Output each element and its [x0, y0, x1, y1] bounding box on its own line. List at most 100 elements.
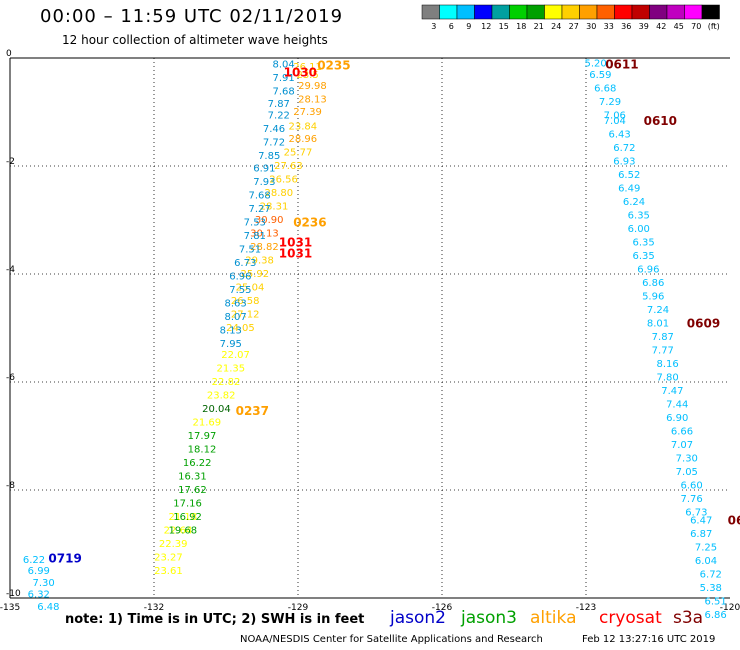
swh-point: 28.96 [288, 134, 317, 145]
x-tick-label: -132 [144, 603, 164, 613]
swh-point: 6.86 [642, 278, 664, 289]
swh-point: 29.98 [298, 81, 327, 92]
swh-point: 21.69 [192, 417, 221, 428]
swh-point: 6.52 [618, 170, 640, 181]
pass-time-label: 1031 [279, 236, 312, 250]
swh-point: 7.30 [676, 454, 698, 465]
swh-point: 6.49 [618, 184, 640, 195]
swh-point: 22.64 [164, 525, 193, 536]
colorbar-swatch [614, 4, 633, 20]
swh-point: 22.07 [221, 350, 250, 361]
colorbar-label: 33 [604, 22, 614, 31]
swh-point: 28.82 [250, 242, 279, 253]
swh-point: 6.72 [700, 570, 722, 581]
swh-point: 25.92 [240, 269, 269, 280]
y-tick-label: -4 [6, 265, 15, 275]
swh-point: 7.81 [244, 231, 266, 242]
timestamp-text: Feb 12 13:27:16 UTC 2019 [582, 634, 716, 645]
swh-point: 6.35 [632, 238, 654, 249]
colorbar-label: 36 [621, 22, 631, 31]
colorbar-swatch [544, 4, 563, 20]
swh-point: 5.38 [700, 583, 722, 594]
swh-point: 7.77 [652, 346, 674, 357]
note-text: note: 1) Time is in UTC; 2) SWH is in fe… [65, 612, 365, 627]
pass-time-label: 1030 [284, 66, 317, 80]
legend-s3a: s3a [673, 608, 704, 628]
swh-point: 6.91 [253, 164, 275, 175]
credit-text: NOAA/NESDIS Center for Satellite Applica… [240, 634, 543, 645]
colorbar-label: 12 [481, 22, 491, 31]
swh-point: 23.61 [154, 566, 183, 577]
swh-point: 30.90 [255, 215, 284, 226]
legend-jason2: jason2 [390, 608, 446, 628]
swh-point: 16.22 [183, 458, 212, 469]
colorbar-swatch [439, 4, 458, 20]
swh-point: 6.60 [680, 481, 702, 492]
swh-point: 6.73 [234, 258, 256, 269]
colorbar-swatch [474, 4, 493, 20]
colorbar-swatch [631, 4, 650, 20]
swh-point: 20.04 [202, 404, 231, 415]
swh-point: 6.59 [589, 70, 611, 81]
x-tick-label: -120 [720, 603, 740, 613]
swh-point: 8.07 [224, 312, 246, 323]
swh-point: 7.85 [258, 151, 280, 162]
swh-point: 5.96 [642, 292, 664, 303]
swh-point: 6.90 [666, 413, 688, 424]
legend-cryosat: cryosat [599, 608, 662, 628]
colorbar-label: 21 [534, 22, 544, 31]
swh-point: 16.31 [178, 471, 207, 482]
swh-point: 26.11 [293, 62, 322, 73]
swh-point: 17.97 [188, 431, 217, 442]
swh-point: 22.39 [159, 539, 188, 550]
swh-point: 7.22 [268, 111, 290, 122]
swh-point: 6.96 [229, 272, 251, 283]
swh-point: 8.13 [220, 326, 242, 337]
swh-point: 7.29 [599, 97, 621, 108]
swh-point: 7.93 [253, 177, 275, 188]
swh-point: 7.80 [656, 373, 678, 384]
colorbar-swatch [491, 4, 510, 20]
swh-point: 6.47 [690, 516, 712, 527]
swh-point: 24.05 [226, 323, 255, 334]
swh-point: 17.62 [178, 485, 207, 496]
swh-point: 7.72 [263, 138, 285, 149]
page-title: 00:00 – 11:59 UTC 02/11/2019 [40, 6, 344, 27]
swh-point: 28.80 [264, 188, 293, 199]
legend-jason3: jason3 [461, 608, 517, 628]
swh-point: 6.48 [37, 602, 59, 613]
pass-time-label: 0719 [48, 552, 81, 566]
swh-point: 25.04 [236, 282, 265, 293]
swh-point: 5.20 [584, 58, 606, 69]
swh-point: 7.06 [604, 111, 626, 122]
swh-point: 7.53 [244, 218, 266, 229]
y-tick-label: -2 [6, 157, 15, 167]
colorbar-swatch [509, 4, 528, 20]
swh-point: 7.91 [272, 73, 294, 84]
swh-point: 27.63 [274, 161, 303, 172]
swh-point: 6.99 [28, 566, 50, 577]
swh-point: 8.04 [272, 59, 294, 70]
swh-point: 7.68 [272, 86, 294, 97]
swh-point: 22.82 [212, 377, 241, 388]
colorbar-label: 45 [674, 22, 684, 31]
pass-time-label: 06 [728, 514, 740, 528]
colorbar-label: (ft) [708, 22, 720, 31]
swh-point: 6.93 [613, 157, 635, 168]
swh-point: 6.86 [704, 610, 726, 621]
pass-time-label: 0611 [605, 57, 638, 71]
swh-point: 7.24 [647, 305, 669, 316]
swh-point: 6.04 [695, 556, 717, 567]
colorbar-swatch [684, 4, 703, 20]
swh-point: 6.72 [613, 143, 635, 154]
swh-point: 23.27 [154, 552, 183, 563]
y-tick-label: -6 [6, 373, 15, 383]
swh-point: 7.95 [220, 339, 242, 350]
swh-point: 7.44 [666, 400, 688, 411]
swh-point: 6.00 [628, 224, 650, 235]
swh-point: 30.13 [250, 228, 279, 239]
pass-time-label: 0610 [644, 114, 677, 128]
pass-time-label: 1031 [279, 246, 312, 260]
swh-point: 7.04 [604, 116, 626, 127]
